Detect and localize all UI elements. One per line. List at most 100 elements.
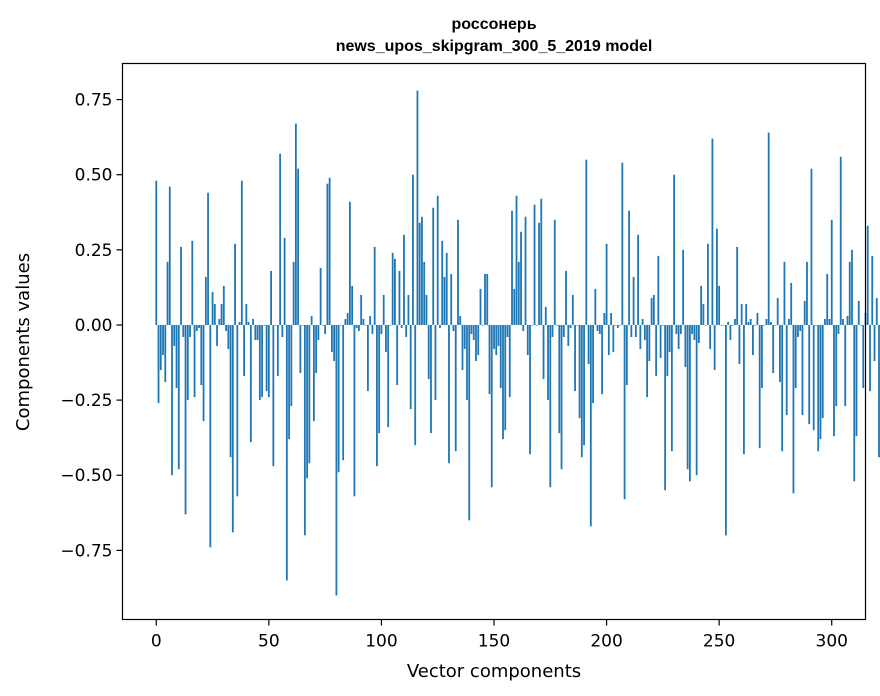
bar <box>826 273 829 325</box>
bar <box>439 324 441 328</box>
bar <box>430 324 432 434</box>
bar <box>436 195 439 325</box>
x-tick-label: 300 <box>816 632 848 652</box>
bar <box>785 324 788 416</box>
bar <box>706 243 709 325</box>
bar <box>243 324 245 377</box>
bar <box>493 324 495 350</box>
bar <box>524 216 527 325</box>
bar <box>177 324 180 470</box>
bar <box>382 294 385 325</box>
bar <box>403 234 405 325</box>
bar <box>254 324 257 340</box>
bar <box>641 318 644 325</box>
bar <box>549 324 552 488</box>
bar <box>594 288 597 325</box>
bar <box>425 294 428 325</box>
bar <box>542 324 545 380</box>
bar <box>159 324 162 371</box>
bar <box>740 303 743 325</box>
bar <box>466 324 468 401</box>
y-tick-label: 0.25 <box>75 241 113 261</box>
bar <box>574 324 576 392</box>
bar <box>367 324 369 392</box>
bar <box>695 324 698 476</box>
bar <box>340 324 342 326</box>
bar <box>846 315 849 325</box>
bar <box>815 324 817 326</box>
bar <box>661 324 664 326</box>
bar <box>783 261 786 325</box>
bar <box>346 312 349 325</box>
bar <box>342 324 345 461</box>
bar <box>488 324 491 395</box>
bar <box>727 321 730 325</box>
bar <box>155 180 158 325</box>
bar <box>637 234 639 325</box>
bar <box>736 246 739 325</box>
bar <box>873 324 876 362</box>
bar <box>812 324 815 431</box>
bar <box>526 324 529 356</box>
y-axis-ticks: −0.75 −0.50 −0.25 0.00 0.25 0.50 0.75 <box>60 91 123 561</box>
bar <box>686 324 689 470</box>
bar <box>540 198 543 325</box>
bar <box>869 324 871 392</box>
bar <box>803 300 806 325</box>
bar <box>204 276 207 325</box>
bar <box>184 324 187 515</box>
bar <box>758 324 761 449</box>
bar <box>835 324 838 407</box>
bar <box>236 324 239 497</box>
bar <box>497 324 500 347</box>
bar <box>238 321 241 325</box>
bar <box>817 324 820 452</box>
bar <box>628 210 630 325</box>
bar <box>337 324 340 473</box>
bar <box>173 324 176 347</box>
bar <box>209 324 212 548</box>
bar <box>414 324 417 446</box>
bar <box>792 324 795 494</box>
bar <box>292 261 295 325</box>
bar <box>842 318 844 325</box>
bar <box>162 324 164 356</box>
bar <box>781 324 784 452</box>
bar <box>531 324 534 326</box>
bar <box>797 324 799 337</box>
bar <box>409 324 412 410</box>
bar <box>306 324 309 479</box>
bar <box>310 315 313 325</box>
bar <box>457 219 459 325</box>
bar <box>202 324 205 422</box>
bar <box>423 261 426 325</box>
bar <box>317 324 320 340</box>
y-tick-label: −0.25 <box>60 391 112 411</box>
bar <box>506 324 509 337</box>
bar <box>335 324 338 596</box>
bar <box>862 324 865 389</box>
bar <box>198 324 200 328</box>
bar <box>385 324 387 353</box>
bar <box>481 324 484 326</box>
bar <box>592 324 594 404</box>
x-tick-label: 150 <box>478 632 510 652</box>
bar <box>718 285 721 325</box>
bar <box>175 324 178 389</box>
y-tick-label: 0.75 <box>75 91 113 111</box>
bar <box>700 285 703 325</box>
bar <box>394 258 396 325</box>
bar <box>659 324 662 359</box>
bar <box>301 324 304 326</box>
bar <box>770 321 772 325</box>
y-axis-label: Components values <box>13 253 34 431</box>
bar <box>164 324 167 383</box>
bar <box>265 324 268 392</box>
bar <box>450 273 453 325</box>
bar <box>193 324 196 398</box>
bar <box>324 324 327 334</box>
bar <box>821 324 824 419</box>
bar <box>596 324 599 331</box>
bar <box>240 180 243 325</box>
bar <box>819 324 822 440</box>
